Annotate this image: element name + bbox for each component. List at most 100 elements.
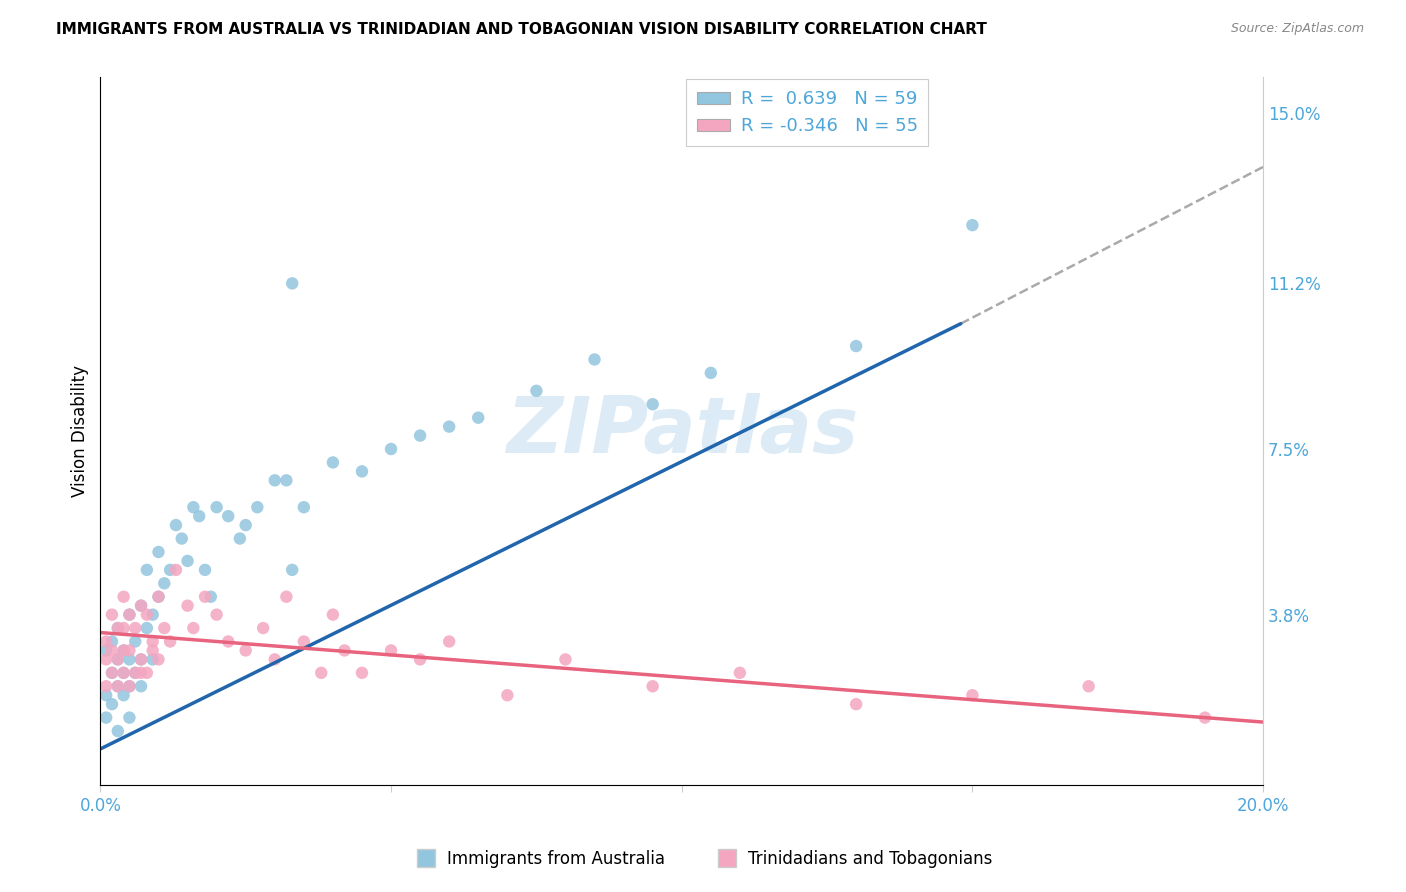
Point <box>200 590 222 604</box>
Point <box>96 710 118 724</box>
Legend: Immigrants from Australia, Trinidadians and Tobagonians: Immigrants from Australia, Trinidadians … <box>406 844 1000 875</box>
Point <box>380 442 402 456</box>
Point <box>292 634 315 648</box>
Point <box>263 652 285 666</box>
Point <box>246 500 269 515</box>
Point <box>205 500 228 515</box>
Point <box>112 643 135 657</box>
Point <box>159 634 181 648</box>
Point <box>276 590 298 604</box>
Point <box>135 563 157 577</box>
Point <box>1194 710 1216 724</box>
Point <box>118 607 141 622</box>
Point <box>107 652 129 666</box>
Point <box>101 634 124 648</box>
Point <box>165 518 187 533</box>
Point <box>129 679 152 693</box>
Point <box>962 688 984 702</box>
Point <box>333 643 356 657</box>
Point <box>107 679 129 693</box>
Point <box>96 652 118 666</box>
Point <box>135 621 157 635</box>
Point <box>118 679 141 693</box>
Point <box>350 665 373 680</box>
Point <box>845 697 868 711</box>
Point <box>641 679 664 693</box>
Point <box>183 500 205 515</box>
Point <box>96 688 118 702</box>
Point <box>101 665 124 680</box>
Point <box>135 665 157 680</box>
Point <box>235 518 257 533</box>
Point <box>165 563 187 577</box>
Point <box>205 607 228 622</box>
Point <box>107 652 129 666</box>
Point <box>129 665 152 680</box>
Point <box>159 563 181 577</box>
Point <box>437 419 460 434</box>
Point <box>252 621 274 635</box>
Point <box>170 532 193 546</box>
Point <box>112 665 135 680</box>
Point <box>142 643 165 657</box>
Point <box>322 455 344 469</box>
Point <box>281 563 304 577</box>
Point <box>107 724 129 739</box>
Point <box>101 643 124 657</box>
Point <box>583 352 606 367</box>
Point <box>409 652 432 666</box>
Point <box>176 554 198 568</box>
Point <box>235 643 257 657</box>
Point <box>101 607 124 622</box>
Point <box>380 643 402 657</box>
Point <box>554 652 576 666</box>
Point <box>124 665 146 680</box>
Point <box>112 643 135 657</box>
Point <box>281 277 304 291</box>
Point <box>112 590 135 604</box>
Point <box>129 652 152 666</box>
Y-axis label: Vision Disability: Vision Disability <box>72 365 89 497</box>
Point <box>124 621 146 635</box>
Point <box>641 397 664 411</box>
Point <box>112 688 135 702</box>
Point <box>276 473 298 487</box>
Point <box>96 679 118 693</box>
Point <box>101 665 124 680</box>
Point <box>112 665 135 680</box>
Point <box>112 621 135 635</box>
Legend: R =  0.639   N = 59, R = -0.346   N = 55: R = 0.639 N = 59, R = -0.346 N = 55 <box>686 79 928 146</box>
Point <box>311 665 333 680</box>
Point <box>148 545 170 559</box>
Point <box>118 710 141 724</box>
Point <box>101 697 124 711</box>
Point <box>194 563 217 577</box>
Point <box>194 590 217 604</box>
Point <box>107 621 129 635</box>
Text: IMMIGRANTS FROM AUSTRALIA VS TRINIDADIAN AND TOBAGONIAN VISION DISABILITY CORREL: IMMIGRANTS FROM AUSTRALIA VS TRINIDADIAN… <box>56 22 987 37</box>
Point <box>124 634 146 648</box>
Point <box>135 607 157 622</box>
Point <box>217 509 239 524</box>
Point <box>118 679 141 693</box>
Point <box>217 634 239 648</box>
Point <box>118 652 141 666</box>
Point <box>153 621 176 635</box>
Point <box>107 679 129 693</box>
Point <box>322 607 344 622</box>
Point <box>148 590 170 604</box>
Point <box>229 532 252 546</box>
Point <box>292 500 315 515</box>
Point <box>350 464 373 478</box>
Point <box>129 599 152 613</box>
Point <box>153 576 176 591</box>
Point <box>467 410 489 425</box>
Point <box>118 643 141 657</box>
Point <box>188 509 211 524</box>
Point <box>1077 679 1099 693</box>
Point <box>728 665 751 680</box>
Point <box>437 634 460 648</box>
Point <box>845 339 868 353</box>
Point <box>142 607 165 622</box>
Point <box>129 599 152 613</box>
